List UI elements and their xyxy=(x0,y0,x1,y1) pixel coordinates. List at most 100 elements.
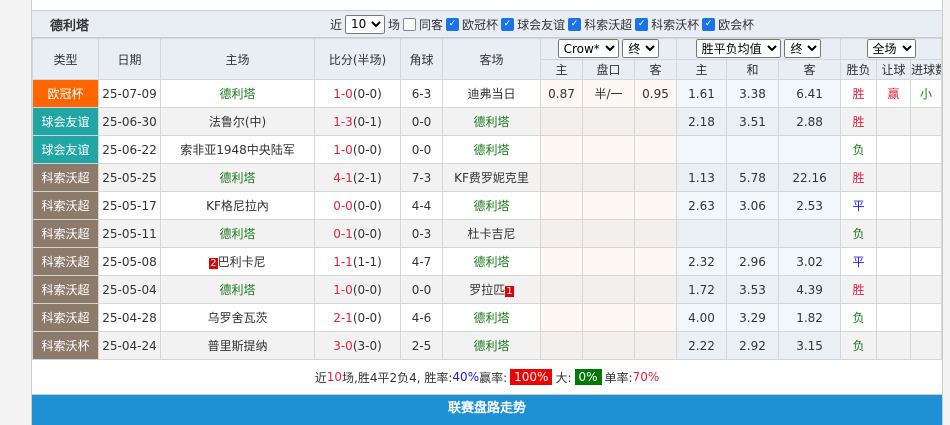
avg-away: 22.16 xyxy=(778,163,842,192)
crow-line xyxy=(582,163,635,192)
league-checkbox[interactable]: ✓ xyxy=(446,17,460,31)
match-type[interactable]: 科索沃超 xyxy=(32,163,99,192)
away-team-name: 迪弗当日 xyxy=(467,87,516,101)
crow-line xyxy=(582,247,635,276)
home-team[interactable]: 德利塔 xyxy=(160,79,315,108)
crow-away xyxy=(633,219,678,248)
home-team[interactable]: 法鲁尔(中) xyxy=(160,107,315,136)
crow-home xyxy=(540,247,583,276)
score[interactable]: 1-0(0-0) xyxy=(314,79,401,108)
score[interactable]: 1-0(0-0) xyxy=(314,135,401,164)
home-team-name: 德利塔 xyxy=(219,283,256,297)
score[interactable]: 1-0(0-0) xyxy=(314,275,401,304)
league-trend-header[interactable]: 联赛盘路走势 xyxy=(32,395,942,425)
crow-header: Crow* 终 xyxy=(539,38,678,60)
avg-away: 6.41 xyxy=(778,79,842,108)
score[interactable]: 3-0(3-0) xyxy=(314,331,401,360)
handicap-result xyxy=(876,135,912,164)
crow-away xyxy=(633,247,678,276)
away-team[interactable]: 迪弗当日 xyxy=(442,79,541,108)
score[interactable]: 1-1(1-1) xyxy=(314,247,401,276)
summary-text: 场,胜4平2负4, 胜率: xyxy=(342,370,453,385)
match-type[interactable]: 科索沃超 xyxy=(32,275,99,304)
crow-home xyxy=(540,303,583,332)
match-type[interactable]: 科索沃超 xyxy=(32,219,99,248)
match-type[interactable]: 科索沃超 xyxy=(32,247,99,276)
away-team[interactable]: 德利塔 xyxy=(442,303,541,332)
match-type[interactable]: 科索沃杯 xyxy=(32,331,99,360)
home-team[interactable]: 索非亚1948中央陆军 xyxy=(160,135,315,164)
avg-away: 2.88 xyxy=(778,107,842,136)
result: 平 xyxy=(840,191,878,220)
score[interactable]: 0-1(0-0) xyxy=(314,219,401,248)
avg-home: 2.18 xyxy=(676,107,728,136)
match-type[interactable]: 球会友谊 xyxy=(32,135,99,164)
win-rate: 40% xyxy=(452,370,480,384)
home-team[interactable]: 德利塔 xyxy=(160,275,315,304)
full-score: 1-3 xyxy=(333,114,353,129)
near-label: 近 xyxy=(330,17,343,32)
match-type[interactable]: 科索沃超 xyxy=(32,191,99,220)
match-type[interactable]: 科索沃超 xyxy=(32,303,99,332)
goals-result xyxy=(910,303,942,332)
score[interactable]: 2-1(0-0) xyxy=(314,303,401,332)
corners: 0-0 xyxy=(400,135,443,164)
away-team-name: KF费罗妮克里 xyxy=(454,171,529,185)
avg-away: 2.53 xyxy=(778,191,842,220)
subcol-header: 胜负 xyxy=(840,58,878,80)
goals-result xyxy=(910,275,942,304)
home-team[interactable]: 德利塔 xyxy=(160,219,315,248)
avg-term-select[interactable]: 终 xyxy=(784,39,822,59)
corners: 4-7 xyxy=(400,247,443,276)
home-team[interactable]: 普里斯提纳 xyxy=(160,331,315,360)
subcol-header: 客 xyxy=(778,58,842,80)
away-team[interactable]: 罗拉匹1 xyxy=(442,275,541,304)
crow-line xyxy=(582,219,635,248)
company-select[interactable]: Crow* xyxy=(557,39,619,59)
away-team-name: 德利塔 xyxy=(473,143,510,157)
range-select[interactable]: 全场 xyxy=(866,39,916,59)
avg-home xyxy=(676,135,728,164)
half-score: (0-0) xyxy=(352,310,382,325)
match-count-select[interactable]: 10 xyxy=(345,14,386,34)
team-name: 德利塔 xyxy=(50,18,90,34)
match-date: 25-06-30 xyxy=(98,107,161,136)
summary-line: 近 10 场,胜4平2负4, 胜率: 40% 赢率: 100% 大: 0% 单率: 70% xyxy=(32,360,942,395)
away-team[interactable]: 德利塔 xyxy=(442,331,541,360)
crow-term-select[interactable]: 终 xyxy=(622,39,660,59)
away-team[interactable]: 德利塔 xyxy=(442,247,541,276)
odds-type-select[interactable]: 胜平负均值 xyxy=(695,39,781,59)
score[interactable]: 4-1(2-1) xyxy=(314,163,401,192)
crow-line xyxy=(582,135,635,164)
home-team[interactable]: KF格尼拉內 xyxy=(160,191,315,220)
goals-result xyxy=(910,163,942,192)
away-team[interactable]: 德利塔 xyxy=(442,107,541,136)
subcol-header: 主 xyxy=(540,58,583,80)
avg-away: 1.82 xyxy=(778,303,842,332)
home-team-name: 普里斯提纳 xyxy=(207,339,268,353)
league-checkbox[interactable]: ✓ xyxy=(702,17,716,31)
away-team[interactable]: 杜卡吉尼 xyxy=(442,219,541,248)
summary-text: 单率: xyxy=(604,370,633,385)
home-team-name: 乌罗舍瓦茨 xyxy=(207,311,268,325)
league-checkbox[interactable]: ✓ xyxy=(501,17,515,31)
home-team[interactable]: 乌罗舍瓦茨 xyxy=(160,303,315,332)
away-team[interactable]: 德利塔 xyxy=(442,191,541,220)
away-team[interactable]: KF费罗妮克里 xyxy=(442,163,541,192)
table-row: 科索沃超 25-05-04 德利塔 1-0(0-0) 0-0 罗拉匹1 1.72… xyxy=(32,275,942,304)
match-date: 25-05-25 xyxy=(98,163,161,192)
subcol-header: 和 xyxy=(726,58,780,80)
result: 胜 xyxy=(840,275,878,304)
score[interactable]: 0-0(0-0) xyxy=(314,191,401,220)
home-team[interactable]: 2巴利卡尼 xyxy=(160,247,315,276)
away-team[interactable]: 德利塔 xyxy=(442,135,541,164)
crow-home xyxy=(540,107,583,136)
match-type[interactable]: 球会友谊 xyxy=(32,107,99,136)
score[interactable]: 1-3(0-1) xyxy=(314,107,401,136)
match-type[interactable]: 欧冠杯 xyxy=(32,79,99,108)
league-checkbox[interactable]: ✓ xyxy=(568,17,582,31)
home-team[interactable]: 德利塔 xyxy=(160,163,315,192)
same-venue-checkbox[interactable] xyxy=(403,17,417,31)
avg-draw: 3.29 xyxy=(726,303,780,332)
league-checkbox[interactable]: ✓ xyxy=(635,17,649,31)
